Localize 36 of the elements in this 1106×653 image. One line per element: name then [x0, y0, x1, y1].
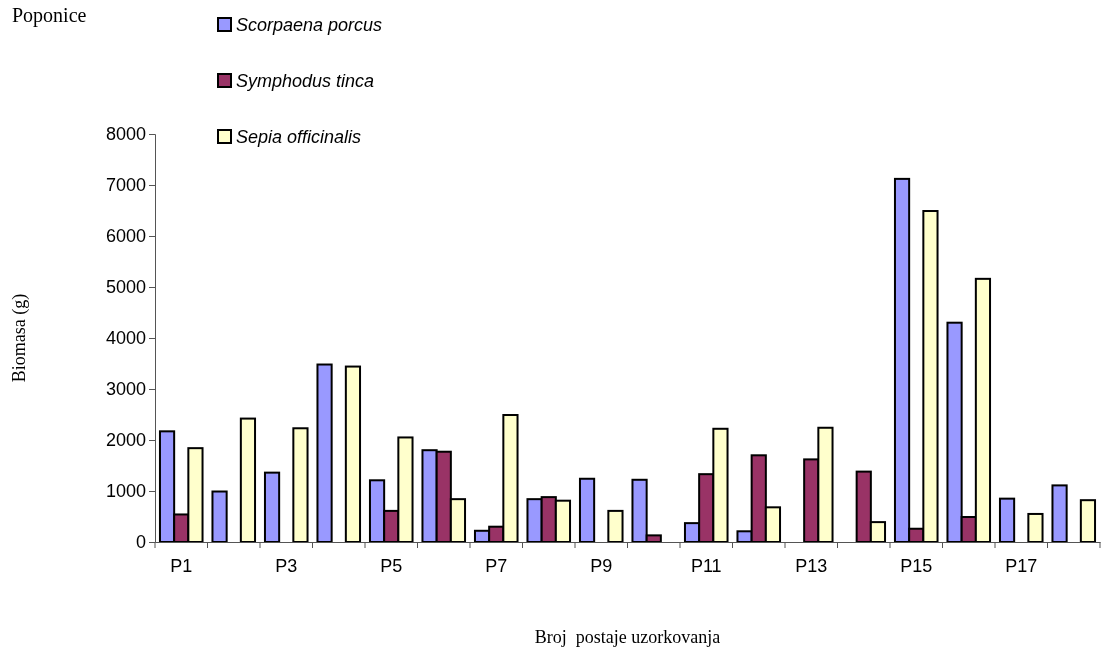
x-axis-title: Broj postaje uzorkovanja	[534, 627, 721, 647]
x-tick-label: P5	[380, 556, 403, 576]
chart-title: Poponice	[12, 4, 87, 27]
y-tick-label: 3000	[105, 379, 146, 400]
y-tick-label: 8000	[105, 124, 146, 145]
x-tick-label: P1	[170, 556, 193, 576]
bar	[1079, 499, 1097, 543]
bar	[1027, 512, 1044, 543]
x-tick-label: P7	[485, 556, 508, 576]
bar	[607, 509, 624, 543]
legend-label: Symphodus tinca	[236, 71, 375, 91]
legend-label: Sepia officinalis	[236, 127, 362, 147]
x-tick-label: P17	[1005, 556, 1038, 576]
y-tick-label: 7000	[105, 175, 146, 196]
bar	[263, 471, 281, 543]
x-tick-label: P3	[275, 556, 298, 576]
x-tick-label: P9	[590, 556, 613, 576]
bar	[211, 490, 228, 543]
x-tick-label: P15	[900, 556, 933, 576]
bar	[292, 427, 309, 543]
bar	[998, 497, 1016, 543]
y-tick-label: 5000	[105, 277, 146, 298]
bar	[239, 417, 257, 543]
legend-label: Scorpaena porcus	[236, 15, 383, 35]
y-tick-label: 0	[135, 532, 146, 553]
y-tick-label: 2000	[105, 430, 146, 451]
y-tick-label: 1000	[105, 481, 146, 502]
x-tick-label: P13	[795, 556, 828, 576]
x-tick-label: P11	[690, 556, 722, 576]
bar	[1051, 484, 1068, 543]
bar	[578, 477, 596, 543]
bar	[344, 365, 362, 543]
y-axis-title: Biomasa (g)	[9, 293, 30, 383]
y-tick-label: 6000	[105, 226, 146, 247]
bar	[316, 363, 333, 543]
y-tick-label: 4000	[105, 328, 146, 349]
